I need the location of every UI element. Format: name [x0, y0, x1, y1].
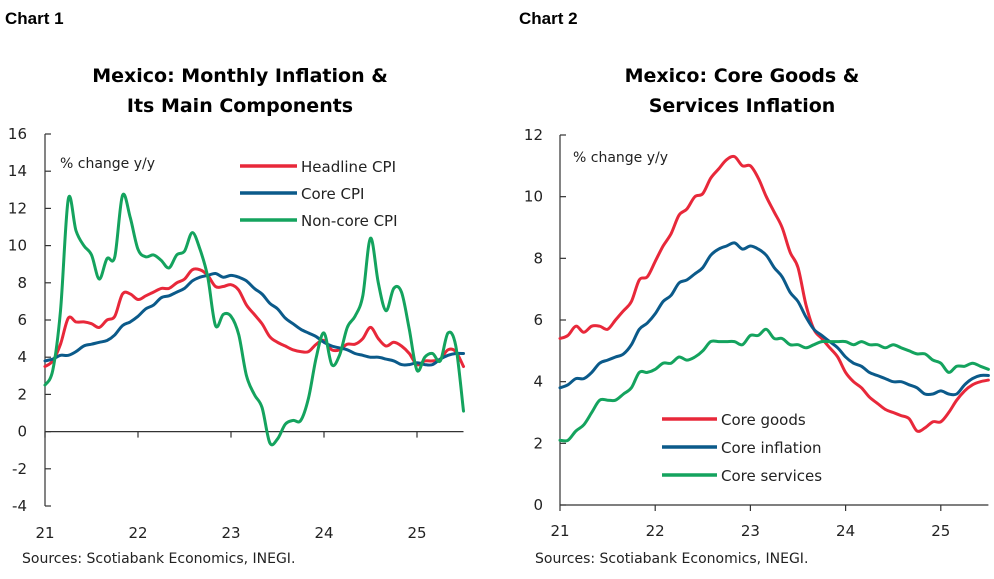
- x-tick-label: 21: [35, 524, 54, 542]
- legend-label-core-services: Core services: [721, 467, 822, 485]
- chart-1-ylabel: % change y/y: [60, 156, 155, 172]
- y-tick-label: 8: [17, 274, 27, 292]
- x-tick-label: 25: [407, 524, 426, 542]
- y-tick-label: 6: [17, 311, 27, 329]
- y-tick-label: 0: [533, 496, 543, 514]
- x-tick-label: 25: [931, 522, 950, 540]
- legend-label-headline-cpi: Headline CPI: [301, 158, 396, 176]
- y-tick-label: 0: [17, 423, 27, 441]
- chart-1-title-line-2: Its Main Components: [127, 95, 353, 117]
- series-line-core-inflation: [558, 241, 990, 397]
- legend-label-non-core-cpi: Non-core CPI: [301, 212, 398, 230]
- y-tick-label: -4: [12, 497, 27, 515]
- chart-2-ylabel: % change y/y: [573, 150, 668, 166]
- legend-label-core-goods: Core goods: [721, 411, 806, 429]
- chart-2-title-line-1: Mexico: Core Goods &: [625, 65, 860, 87]
- x-tick-label: 24: [836, 522, 855, 540]
- y-tick-label: 12: [524, 126, 543, 144]
- y-tick-label: 12: [8, 199, 27, 217]
- chart-1-title-line-1: Mexico: Monthly Inflation &: [92, 65, 388, 87]
- y-tick-label: 4: [533, 373, 543, 391]
- x-tick-label: 23: [741, 522, 760, 540]
- y-tick-label: 10: [8, 237, 27, 255]
- x-tick-label: 21: [550, 522, 569, 540]
- series-line-non-core-cpi: [43, 192, 465, 447]
- y-tick-label: 10: [524, 188, 543, 206]
- series-line-core-cpi: [43, 271, 465, 367]
- y-tick-label: 2: [17, 385, 27, 403]
- chart-2-source: Sources: Scotiabank Economics, INEGI.: [535, 551, 808, 567]
- y-tick-label: 2: [533, 434, 543, 452]
- y-tick-label: 6: [533, 311, 543, 329]
- y-tick-label: -2: [12, 460, 27, 478]
- legend-label-core-inflation: Core inflation: [721, 439, 822, 457]
- x-tick-label: 24: [314, 524, 333, 542]
- y-tick-label: 8: [533, 249, 543, 267]
- chart-1-source: Sources: Scotiabank Economics, INEGI.: [22, 551, 295, 567]
- x-tick-label: 22: [646, 522, 665, 540]
- chart-2-label: Chart 2: [519, 9, 578, 28]
- x-tick-label: 22: [128, 524, 147, 542]
- y-tick-label: 16: [8, 125, 27, 143]
- y-tick-label: 14: [8, 162, 27, 180]
- series-line-headline-cpi: [43, 267, 465, 368]
- chart-2-title-line-2: Services Inflation: [649, 95, 836, 117]
- chart-1-label: Chart 1: [5, 9, 64, 28]
- y-tick-label: 4: [17, 348, 27, 366]
- x-tick-label: 23: [221, 524, 240, 542]
- series-line-core-services: [558, 327, 990, 443]
- legend-label-core-cpi: Core CPI: [301, 185, 364, 203]
- series-line-core-goods: [558, 154, 990, 433]
